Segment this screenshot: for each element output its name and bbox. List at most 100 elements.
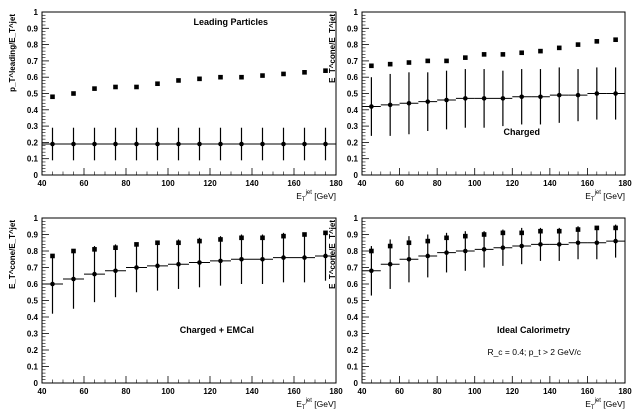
x-tick-label: 60 (395, 387, 404, 396)
data-point-circle (113, 141, 118, 147)
y-tick-label: 0.3 (347, 122, 359, 131)
data-point-square (556, 45, 562, 51)
data-point-square (613, 37, 618, 43)
data-point-circle (50, 281, 55, 287)
data-point-square (323, 68, 328, 73)
data-point-square (481, 52, 487, 57)
data-point-circle (302, 141, 307, 147)
plot-frame (41, 217, 337, 384)
x-tick-label: 180 (618, 179, 632, 188)
data-point-circle (134, 265, 139, 270)
data-point-circle (197, 260, 202, 265)
y-tick-label: 0.4 (347, 313, 359, 322)
data-point-circle (463, 248, 468, 254)
data-point-square (538, 48, 543, 54)
data-point-circle (425, 253, 431, 259)
y-tick-label: 0 (34, 379, 39, 388)
data-point-square (369, 63, 374, 69)
data-point-circle (613, 91, 618, 96)
data-point-square (387, 61, 393, 67)
y-tick-label: 0.9 (27, 231, 39, 240)
x-tick-label: 120 (506, 179, 520, 188)
x-tick-label: 140 (245, 387, 259, 396)
y-tick-label: 0.2 (27, 346, 39, 355)
x-tick-label: 100 (161, 387, 175, 396)
x-tick-label: 40 (358, 387, 367, 396)
x-tick-label: 140 (245, 179, 259, 188)
data-point-square (444, 58, 449, 64)
data-point-square (155, 81, 160, 87)
y-tick-label: 0.1 (27, 363, 39, 372)
data-point-square (71, 91, 76, 96)
data-point-circle (92, 271, 97, 277)
y-tick-label: 0.8 (27, 41, 39, 50)
x-tick-label: 180 (618, 387, 632, 396)
y-tick-label: 0.7 (27, 57, 39, 66)
data-point-circle (369, 104, 374, 109)
annotation-1: Ideal Calorimetry (497, 325, 570, 335)
annotation-1: Leading Particles (193, 17, 268, 27)
x-tick-label: 80 (122, 179, 131, 188)
x-tick-label: 80 (433, 387, 442, 396)
data-point-circle (613, 238, 618, 244)
data-point-square (425, 58, 431, 64)
data-point-square (50, 94, 55, 100)
x-tick-label: 140 (543, 387, 557, 396)
data-point-circle (425, 99, 431, 104)
x-axis-label: ETjet [GeV] (585, 190, 625, 203)
y-tick-label: 0.5 (27, 90, 39, 99)
x-tick-label: 160 (287, 387, 301, 396)
y-tick-label: 0.4 (27, 313, 39, 322)
data-point-circle (239, 256, 244, 262)
data-point-circle (556, 242, 562, 247)
x-tick-label: 180 (329, 179, 343, 188)
y-tick-label: 1 (354, 214, 359, 223)
data-point-circle (463, 96, 468, 101)
y-tick-label: 0.4 (27, 106, 39, 115)
y-tick-label: 0.5 (347, 90, 359, 99)
y-tick-label: 0.8 (27, 247, 39, 256)
y-axis-label: E_T^cone/E_T^jet (328, 220, 337, 289)
data-point-circle (113, 268, 118, 274)
x-tick-label: 40 (358, 179, 367, 188)
y-tick-label: 0.2 (27, 138, 39, 147)
data-point-circle (281, 141, 286, 147)
x-tick-label: 40 (38, 179, 47, 188)
data-point-circle (281, 255, 286, 260)
data-point-square (406, 60, 412, 65)
y-tick-label: 0.9 (347, 24, 359, 33)
data-point-circle (556, 92, 562, 98)
plot-frame (361, 11, 626, 176)
y-tick-label: 0.1 (347, 155, 359, 164)
x-tick-label: 180 (329, 387, 343, 396)
data-point-circle (444, 250, 449, 255)
data-point-square (500, 52, 506, 57)
x-tick-label: 60 (395, 179, 404, 188)
data-point-square (239, 74, 244, 80)
data-point-circle (176, 141, 181, 147)
x-tick-label: 120 (506, 387, 520, 396)
data-point-circle (155, 141, 160, 147)
y-tick-label: 0.7 (347, 264, 359, 273)
data-point-square (260, 73, 265, 78)
x-tick-label: 100 (468, 179, 482, 188)
y-tick-label: 0.6 (27, 280, 39, 289)
data-point-circle (519, 94, 524, 100)
y-tick-label: 0.8 (347, 41, 359, 50)
y-tick-label: 0.3 (27, 330, 39, 339)
y-tick-label: 0.3 (27, 122, 39, 131)
data-point-circle (387, 102, 393, 108)
y-tick-label: 0.8 (347, 247, 359, 256)
data-point-circle (500, 245, 506, 250)
data-point-circle (302, 255, 307, 260)
x-tick-label: 60 (80, 179, 89, 188)
data-point-circle (323, 141, 328, 147)
data-point-circle (481, 96, 487, 101)
y-tick-label: 0.7 (347, 57, 359, 66)
data-point-circle (538, 94, 543, 100)
data-point-circle (575, 240, 581, 246)
y-tick-label: 0.1 (347, 363, 359, 372)
